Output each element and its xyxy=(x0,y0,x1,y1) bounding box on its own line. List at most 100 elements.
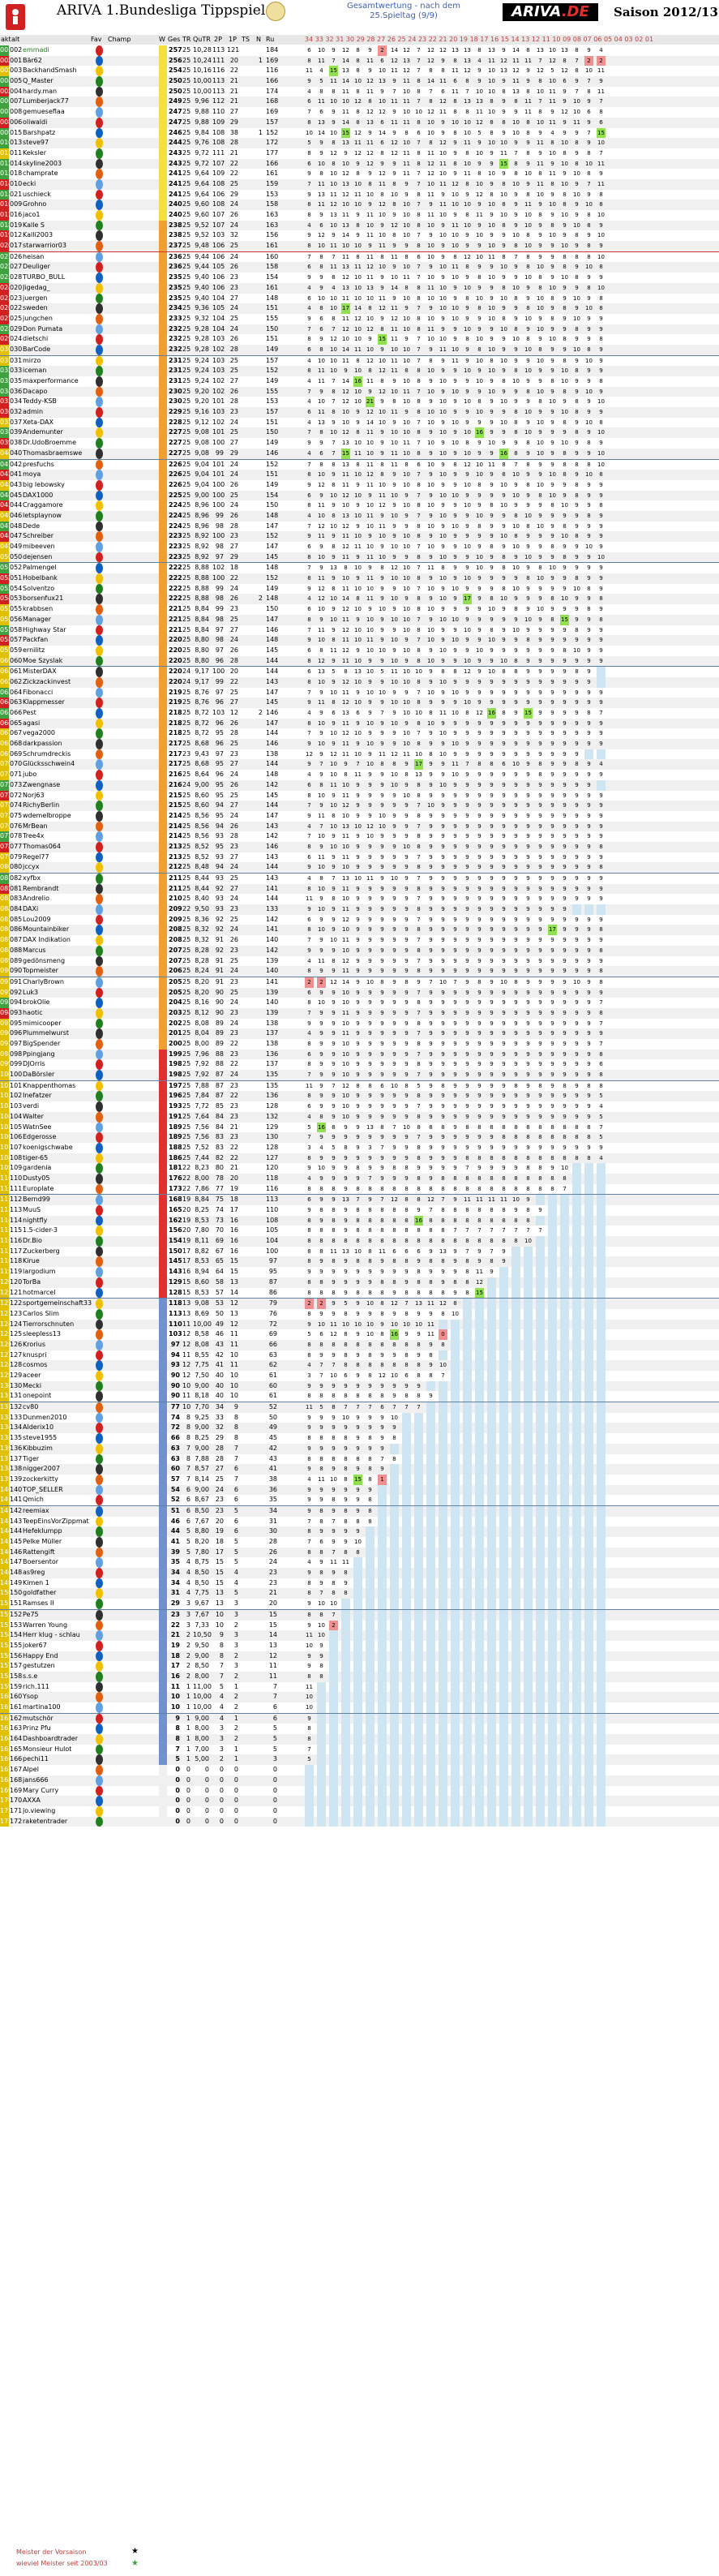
player-name[interactable]: Lumberjack77 xyxy=(23,97,69,105)
player-name[interactable]: Teddy-KSB xyxy=(23,397,57,406)
player-name[interactable]: ecki xyxy=(23,179,36,187)
player-name[interactable]: uschieck xyxy=(23,190,51,198)
player-name[interactable]: Kalle S xyxy=(23,221,45,229)
player-name[interactable]: xyfbx xyxy=(23,874,41,882)
player-name[interactable]: Andrelio xyxy=(23,895,49,903)
player-name[interactable]: DAX Indikation xyxy=(23,936,71,944)
player-name[interactable]: BarCode xyxy=(23,345,51,353)
player-name[interactable]: Manager xyxy=(23,615,52,623)
player-name[interactable]: BigSpender xyxy=(23,1040,61,1047)
player-name[interactable]: gedönsmeng xyxy=(23,956,66,964)
player-name[interactable]: steve97 xyxy=(23,139,49,147)
player-name[interactable]: Klappmesser xyxy=(23,698,65,706)
player-name[interactable]: Keksler xyxy=(23,148,47,157)
player-name[interactable]: Don Pumata xyxy=(23,324,63,333)
player-name[interactable]: sweden xyxy=(23,304,48,312)
player-name[interactable]: dietschi xyxy=(23,335,49,343)
player-name[interactable]: haotic xyxy=(23,1008,43,1016)
player-name[interactable]: Schrumdreckis xyxy=(23,749,71,758)
player-name[interactable]: heisan xyxy=(23,252,45,260)
player-name[interactable]: Hobelbank xyxy=(23,574,58,582)
player-name[interactable]: mimicooper xyxy=(23,1019,62,1027)
player-name[interactable]: Q_Master xyxy=(23,77,53,85)
player-name[interactable]: big lebowsky xyxy=(23,480,65,488)
player-name[interactable]: Bär62 xyxy=(23,56,42,64)
player-name[interactable]: Kalli2003 xyxy=(23,231,53,239)
player-name[interactable]: Ppingjang xyxy=(23,1050,55,1058)
player-name[interactable]: Regel77 xyxy=(23,852,49,861)
player-name[interactable]: jaco1 xyxy=(23,211,41,218)
player-name[interactable]: Lou2009 xyxy=(23,915,51,923)
player-name[interactable]: maxperformance xyxy=(23,377,79,384)
player-name[interactable]: verdi xyxy=(23,1102,40,1110)
player-name[interactable]: agasi xyxy=(23,719,41,727)
player-name[interactable]: Schreiber xyxy=(23,532,54,540)
player-name[interactable]: champrate xyxy=(23,170,58,178)
player-name[interactable]: Plummelwurst xyxy=(23,1029,70,1037)
player-name[interactable]: jubo xyxy=(23,771,37,779)
player-name[interactable]: letsplaynow xyxy=(23,511,62,519)
player-name[interactable]: Barshpatz xyxy=(23,128,56,136)
player-name[interactable]: Pest xyxy=(23,709,36,716)
player-name[interactable]: DaBörsler xyxy=(23,1071,55,1079)
player-name[interactable]: admin xyxy=(23,408,44,416)
player-name[interactable]: skyline2003 xyxy=(23,159,62,167)
player-name[interactable]: Mountainbiker xyxy=(23,925,70,934)
player-name[interactable]: starwarrior03 xyxy=(23,242,66,250)
player-name[interactable]: Knappenthomas xyxy=(23,1081,76,1089)
player-name[interactable]: Solventzo xyxy=(23,584,55,592)
player-name[interactable]: moya xyxy=(23,470,41,479)
player-name[interactable]: jccyx xyxy=(23,863,40,871)
player-name[interactable]: DJOrris xyxy=(23,1060,45,1068)
player-name[interactable]: emmadi xyxy=(23,46,49,54)
player-name[interactable]: Glücksschwein4 xyxy=(23,760,75,768)
player-name[interactable]: darkpassion xyxy=(23,740,62,748)
player-name[interactable]: BackhandSmash xyxy=(23,67,77,75)
player-name[interactable]: vega2000 xyxy=(23,729,55,737)
player-name[interactable]: Dacapo xyxy=(23,387,48,395)
player-name[interactable]: gemueseflaa xyxy=(23,108,65,116)
player-name[interactable]: Walter xyxy=(23,1112,44,1120)
player-name[interactable]: Andemunter xyxy=(23,428,63,436)
player-name[interactable]: Marcus xyxy=(23,946,46,954)
player-name[interactable]: Moe Szyslak xyxy=(23,656,63,664)
player-name[interactable]: Fibonacci xyxy=(23,688,53,696)
player-name[interactable]: hardy.man xyxy=(23,87,58,95)
player-name[interactable]: ernilitz xyxy=(23,646,45,654)
player-name[interactable]: Xeta-DAX xyxy=(23,418,53,426)
player-name[interactable]: Tree4x xyxy=(23,832,45,840)
player-name[interactable]: Thomas064 xyxy=(23,842,61,850)
player-name[interactable]: Highway Star xyxy=(23,625,66,633)
player-name[interactable]: CharlyBrown xyxy=(23,977,64,985)
player-name[interactable]: Topmeister xyxy=(23,967,58,975)
player-name[interactable]: dejensen xyxy=(23,552,53,560)
player-name[interactable]: Jigedag_ xyxy=(23,283,50,291)
player-name[interactable]: Rembrandt xyxy=(23,884,59,892)
player-name[interactable]: Zwengnase xyxy=(23,780,61,788)
player-name[interactable]: mirzo xyxy=(23,356,41,364)
player-name[interactable]: presfuchs xyxy=(23,460,54,468)
player-name[interactable]: MrBean xyxy=(23,822,48,830)
player-name[interactable]: iceman xyxy=(23,367,47,375)
player-name[interactable]: Dr.UdoBroemme xyxy=(23,439,77,447)
player-name[interactable]: oliwaldi xyxy=(23,118,48,126)
player-name[interactable]: wdemelbroppe xyxy=(23,811,71,819)
player-name[interactable]: TURBO_BULL xyxy=(23,273,66,281)
player-name[interactable]: krabbsen xyxy=(23,605,53,613)
player-name[interactable]: borsenfux21 xyxy=(23,595,64,603)
player-name[interactable]: jungchen xyxy=(23,314,53,322)
player-name[interactable]: Palmengel xyxy=(23,564,57,572)
player-name[interactable]: Luk3 xyxy=(23,988,39,996)
player-name[interactable]: Inefatzer xyxy=(23,1092,52,1100)
player-name[interactable]: Deuliger xyxy=(23,263,50,271)
player-name[interactable]: Dede xyxy=(23,522,41,530)
player-name[interactable]: Thomasbraemswe xyxy=(23,449,83,457)
player-name[interactable]: MisterDAX xyxy=(23,668,57,676)
player-name[interactable]: DAX1000 xyxy=(23,491,53,499)
player-name[interactable]: Craggamore xyxy=(23,501,63,509)
player-name[interactable]: Grohno xyxy=(23,200,47,208)
player-name[interactable]: Norj63 xyxy=(23,791,45,799)
player-name[interactable]: Packfan xyxy=(23,636,49,644)
player-name[interactable]: DAXi xyxy=(23,905,39,913)
player-name[interactable]: juergen xyxy=(23,294,48,302)
